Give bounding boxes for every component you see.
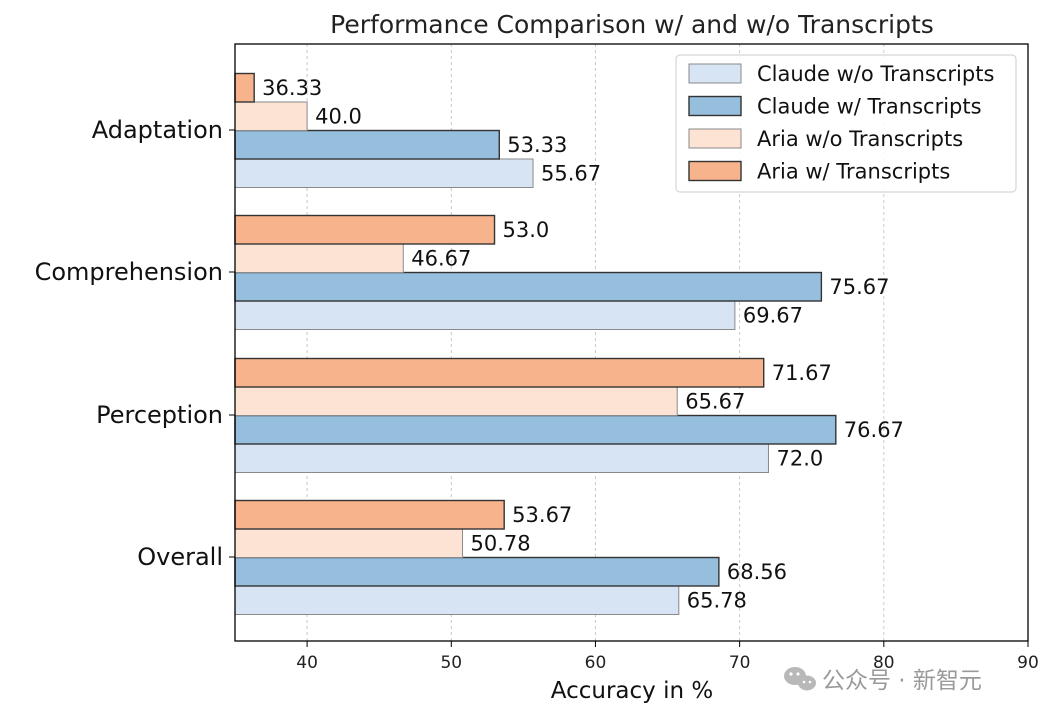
value-label: 71.67 [772,361,832,385]
bar [234,386,678,416]
watermark: 公众号 · 新智元 [784,667,982,694]
value-label: 46.67 [411,246,471,270]
x-tick-label: 90 [1017,653,1039,673]
legend-swatch [688,63,742,84]
bar [234,101,308,131]
legend: Claude w/o Transcripts Claude w/ Transcri… [675,54,1017,193]
value-label: 72.0 [776,446,823,470]
value-label: 65.67 [685,389,745,413]
bar [234,414,837,445]
value-label: 53.67 [512,503,572,527]
x-tick-label: 70 [729,653,751,673]
bar [234,129,500,160]
bar [234,271,823,302]
x-tick-label: 60 [585,653,607,673]
x-tick-label: 40 [296,653,318,673]
bars [234,72,837,615]
legend-box [675,54,1017,193]
x-axis-label: Accuracy in % [551,678,713,704]
value-label: 53.33 [507,133,567,157]
legend-label: Aria w/o Transcripts [757,127,963,151]
bar [234,243,404,273]
bar [234,72,255,103]
value-label: 53.0 [503,218,550,242]
bar [234,443,769,473]
bar [234,528,464,558]
value-label: 55.67 [541,161,601,185]
bar [234,499,505,530]
x-axis: 40 50 60 70 80 90 [296,641,1039,673]
value-label: 75.67 [829,275,889,299]
category-label: Adaptation [92,116,223,144]
value-label: 69.67 [743,303,803,327]
legend-swatch [688,128,742,149]
wechat-icon [784,667,816,691]
plot-frame [234,43,1029,642]
bar [234,300,736,330]
value-label: 40.0 [315,104,362,128]
value-label: 68.56 [727,560,787,584]
chart-title: Performance Comparison w/ and w/o Transc… [330,10,934,39]
legend-swatch [688,160,742,182]
bar [234,214,496,245]
bar [234,556,720,587]
value-label: 50.78 [471,531,531,555]
value-labels: 55.67 53.33 40.0 36.33 69.67 75.67 46.67 53.0 72… [262,76,904,613]
watermark-text: 公众号 · 新智元 [822,668,982,694]
x-tick-label: 80 [873,653,895,673]
category-label: Overall [137,543,223,571]
bar [234,585,680,615]
legend-label: Claude w/o Transcripts [757,62,994,86]
value-label: 65.78 [687,588,747,612]
y-axis: Adaptation Comprehension Perception Overall [35,116,235,571]
legend-swatch [688,95,742,117]
category-label: Comprehension [35,258,223,286]
legend-label: Aria w/ Transcripts [757,160,950,184]
bar [234,357,765,388]
bar [234,158,534,188]
category-label: Perception [96,401,223,429]
value-label: 36.33 [262,76,322,100]
legend-label: Claude w/ Transcripts [757,95,982,119]
x-tick-label: 50 [440,653,462,673]
value-label: 76.67 [844,418,904,442]
